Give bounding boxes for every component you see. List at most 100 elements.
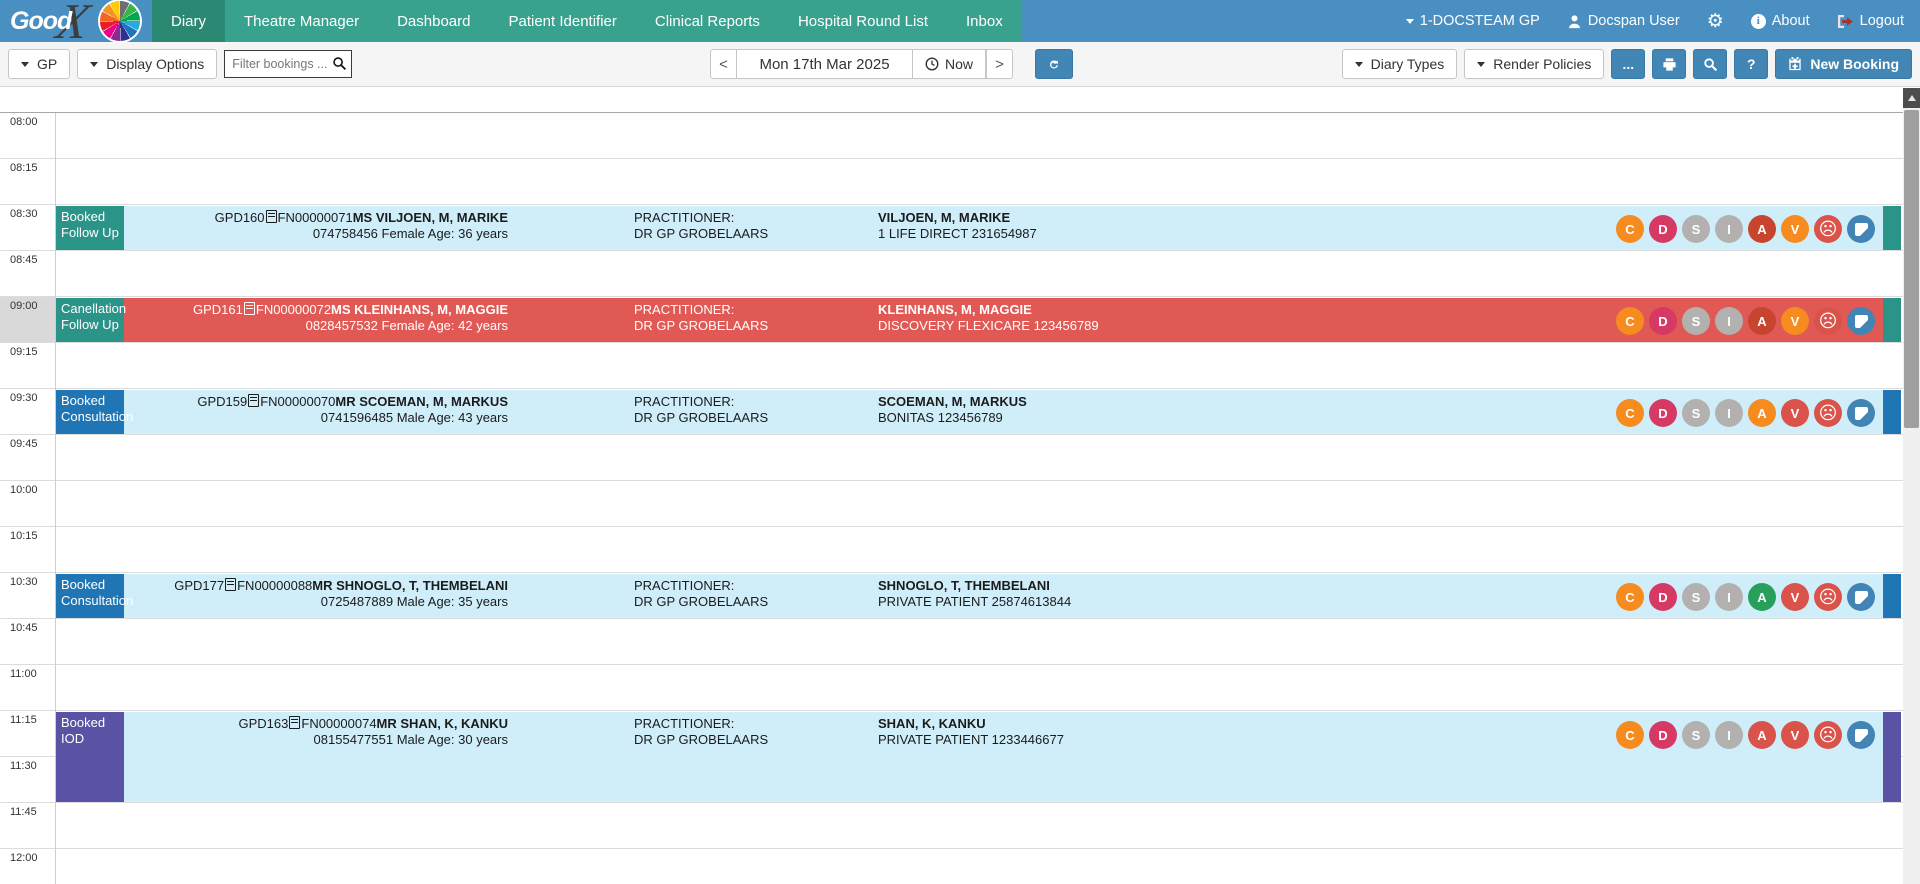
sad-face-icon[interactable]: ☹ (1814, 721, 1842, 749)
scrollbar-up-arrow[interactable] (1903, 88, 1920, 108)
date-input[interactable] (737, 49, 913, 79)
time-cell: 10:45 (0, 619, 55, 664)
badge-v[interactable]: V (1781, 721, 1809, 749)
badge-s[interactable]: S (1682, 583, 1710, 611)
sad-face-icon[interactable]: ☹ (1814, 307, 1842, 335)
badge-i[interactable]: I (1715, 583, 1743, 611)
new-booking-button[interactable]: New Booking (1775, 49, 1912, 79)
badge-v[interactable]: V (1781, 399, 1809, 427)
time-cell: 09:15 (0, 343, 55, 388)
booking-member-info: KLEINHANS, M, MAGGIE DISCOVERY FLEXICARE… (878, 302, 1099, 334)
badge-v[interactable]: V (1781, 307, 1809, 335)
badge-a[interactable]: A (1748, 307, 1776, 335)
time-slot-row[interactable]: 11:30 (0, 757, 1903, 803)
badge-c[interactable]: C (1616, 583, 1644, 611)
badge-d[interactable]: D (1649, 215, 1677, 243)
about-button[interactable]: i About (1750, 13, 1810, 29)
badge-s[interactable]: S (1682, 307, 1710, 335)
nav-item-hospital-round-list[interactable]: Hospital Round List (797, 12, 929, 30)
badge-c[interactable]: C (1616, 399, 1644, 427)
booking-row[interactable]: Booked Follow Up GPD160 FN00000071MS VILJ… (56, 206, 1901, 250)
refresh-button[interactable] (1035, 49, 1074, 79)
time-slot-row[interactable]: 10:45 (0, 619, 1903, 665)
booking-action-badges: C D S I A V ☹ (1616, 307, 1875, 335)
time-slot-row[interactable]: 10:30 (0, 573, 1903, 619)
badge-a[interactable]: A (1748, 399, 1776, 427)
next-day-button[interactable]: > (986, 49, 1014, 79)
note-icon[interactable] (1847, 307, 1875, 335)
nav-item-diary[interactable]: Diary (152, 0, 226, 42)
gp-dropdown[interactable]: GP (8, 49, 71, 79)
diary-types-label: Diary Types (1370, 56, 1445, 72)
nav-item-inbox[interactable]: Inbox (966, 12, 1003, 30)
time-slot-row[interactable]: 12:00 (0, 849, 1903, 884)
time-slot-row[interactable]: 08:45 (0, 251, 1903, 297)
time-slot-row[interactable]: 09:45 (0, 435, 1903, 481)
diary-types-dropdown[interactable]: Diary Types (1341, 49, 1458, 79)
more-options-button[interactable]: ... (1611, 49, 1646, 79)
user-menu[interactable]: Docspan User (1567, 13, 1680, 29)
nav-item-patient-identifier[interactable]: Patient Identifier (508, 12, 617, 30)
scrollbar-thumb[interactable] (1904, 110, 1919, 428)
sad-face-icon[interactable]: ☹ (1814, 399, 1842, 427)
time-slot-row[interactable]: 09:00 (0, 297, 1903, 343)
badge-d[interactable]: D (1649, 307, 1677, 335)
help-button[interactable]: ? (1734, 49, 1769, 79)
booking-row[interactable]: Booked Consultation GPD177 FN00000088MR S… (56, 574, 1901, 618)
badge-i[interactable]: I (1715, 307, 1743, 335)
time-slot-row[interactable]: 10:00 (0, 481, 1903, 527)
nav-item-clinical-reports[interactable]: Clinical Reports (654, 12, 760, 30)
time-slot-row[interactable]: 11:00 (0, 665, 1903, 711)
note-icon[interactable] (1847, 399, 1875, 427)
badge-i[interactable]: I (1715, 215, 1743, 243)
nav-item-dashboard[interactable]: Dashboard (397, 12, 471, 30)
time-slot-row[interactable]: 10:15 (0, 527, 1903, 573)
now-button[interactable]: Now (913, 49, 987, 79)
time-slot-row[interactable]: 11:45 (0, 803, 1903, 849)
time-slot-row[interactable]: 08:30 (0, 205, 1903, 251)
badge-d[interactable]: D (1649, 583, 1677, 611)
badge-c[interactable]: C (1616, 307, 1644, 335)
badge-d[interactable]: D (1649, 721, 1677, 749)
vertical-scrollbar[interactable] (1903, 88, 1920, 884)
sad-face-icon[interactable]: ☹ (1814, 215, 1842, 243)
time-slot-row[interactable]: 08:15 (0, 159, 1903, 205)
badge-d[interactable]: D (1649, 399, 1677, 427)
sad-face-icon[interactable]: ☹ (1814, 583, 1842, 611)
previous-day-button[interactable]: < (710, 49, 737, 79)
badge-a[interactable]: A (1748, 721, 1776, 749)
badge-c[interactable]: C (1616, 215, 1644, 243)
entity-selector[interactable]: 1-DOCSTEAM GP (1405, 13, 1540, 29)
booking-row[interactable]: Canellation Follow Up GPD161 FN00000072MS… (56, 298, 1901, 342)
note-icon[interactable] (1847, 215, 1875, 243)
badge-c[interactable]: C (1616, 721, 1644, 749)
badge-i[interactable]: I (1715, 721, 1743, 749)
note-icon[interactable] (1847, 721, 1875, 749)
practitioner-heading: PRACTITIONER: (634, 210, 735, 225)
badge-s[interactable]: S (1682, 399, 1710, 427)
search-button[interactable] (1693, 49, 1728, 79)
badge-a[interactable]: A (1748, 215, 1776, 243)
patient-name: MR SHNOGLO, T, THEMBELANI (312, 578, 508, 593)
booking-row[interactable]: Booked IOD GPD163 FN00000074MR SHAN, K, K… (56, 712, 1901, 802)
chevron-down-icon (1354, 61, 1363, 67)
note-icon[interactable] (1847, 583, 1875, 611)
print-button[interactable] (1652, 49, 1687, 79)
nav-item-theatre-manager[interactable]: Theatre Manager (244, 12, 360, 30)
badge-v[interactable]: V (1781, 215, 1809, 243)
badge-s[interactable]: S (1682, 215, 1710, 243)
ellipsis-icon: ... (1622, 56, 1635, 72)
badge-v[interactable]: V (1781, 583, 1809, 611)
render-policies-dropdown[interactable]: Render Policies (1464, 49, 1605, 79)
settings-gear-icon[interactable]: ⚙ (1706, 10, 1724, 32)
filter-bookings-input[interactable] (224, 50, 353, 78)
display-options-dropdown[interactable]: Display Options (77, 49, 218, 79)
badge-i[interactable]: I (1715, 399, 1743, 427)
booking-row[interactable]: Booked Consultation GPD159 FN00000070MR S… (56, 390, 1901, 434)
time-slot-row[interactable]: 08:00 (0, 113, 1903, 159)
time-slot-row[interactable]: 09:15 (0, 343, 1903, 389)
time-slot-row[interactable]: 09:30 (0, 389, 1903, 435)
badge-s[interactable]: S (1682, 721, 1710, 749)
logout-button[interactable]: Logout (1837, 13, 1904, 29)
badge-a[interactable]: A (1748, 583, 1776, 611)
